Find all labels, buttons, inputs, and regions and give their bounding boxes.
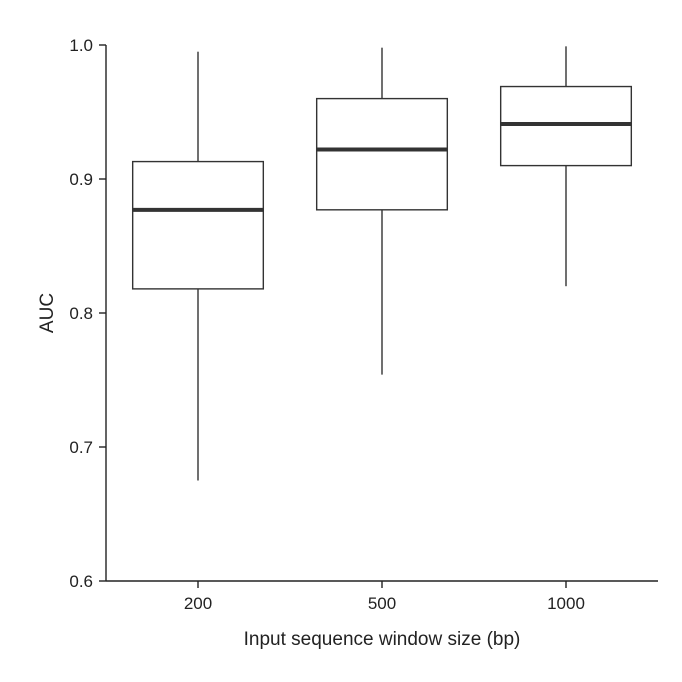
x-tick-label: 500 <box>368 594 396 613</box>
y-axis-ticks: 0.6 0.7 0.8 0.9 1.0 <box>69 36 106 591</box>
plot-area <box>131 46 633 481</box>
x-axis-title: Input sequence window size (bp) <box>244 629 521 650</box>
box-group-500 <box>315 47 449 375</box>
x-tick-label: 1000 <box>547 594 585 613</box>
x-axis-ticks: 200 500 1000 <box>184 581 585 613</box>
y-tick-label: 0.8 <box>69 304 93 323</box>
box-group-200 <box>131 51 265 481</box>
y-tick-label: 1.0 <box>69 36 93 55</box>
y-tick-label: 0.9 <box>69 170 93 189</box>
iqr-box <box>131 160 265 290</box>
iqr-box <box>499 85 633 167</box>
iqr-box <box>315 97 449 211</box>
axes: 0.6 0.7 0.8 0.9 1.0 200 500 1000 <box>69 36 658 613</box>
y-tick-label: 0.6 <box>69 572 93 591</box>
y-axis-title: AUC <box>37 293 58 333</box>
box-group-1000 <box>499 46 633 287</box>
y-tick-label: 0.7 <box>69 438 93 457</box>
x-tick-label: 200 <box>184 594 212 613</box>
